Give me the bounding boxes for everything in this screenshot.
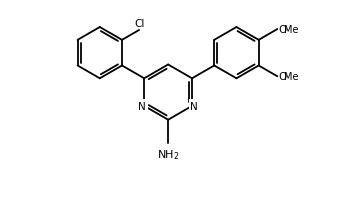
Text: Cl: Cl	[134, 19, 144, 29]
Text: Me: Me	[284, 25, 299, 35]
Text: N: N	[190, 101, 198, 111]
Text: N: N	[138, 101, 146, 111]
Text: Me: Me	[284, 72, 299, 82]
Text: O: O	[278, 25, 287, 35]
Text: O: O	[278, 72, 287, 82]
Text: NH$_2$: NH$_2$	[157, 148, 179, 161]
